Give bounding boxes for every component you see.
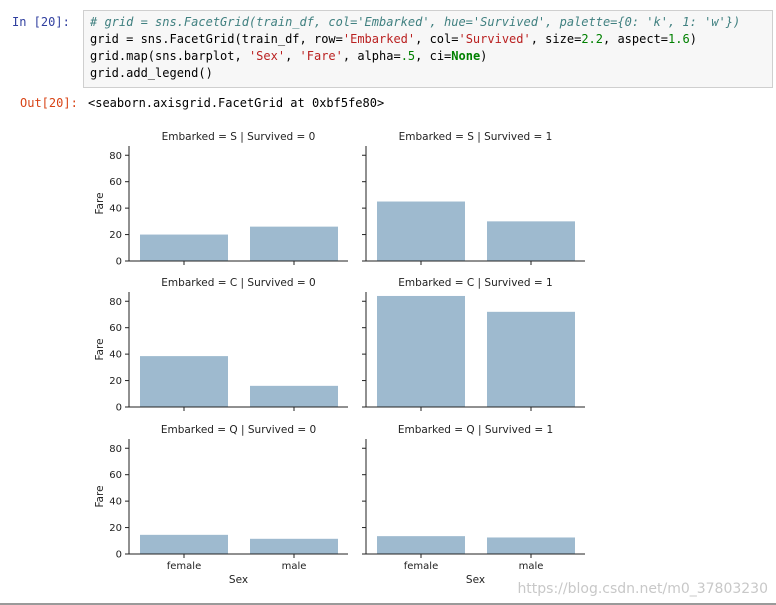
y-tick-label: 60 xyxy=(109,177,122,188)
bar-male xyxy=(250,385,338,407)
panel-title: Embarked = S | Survived = 0 xyxy=(162,131,316,143)
code-line-1: # grid = sns.FacetGrid(train_df, col='Em… xyxy=(90,15,741,29)
y-tick-label: 40 xyxy=(109,350,122,361)
input-prompt: In [20]: xyxy=(12,15,70,29)
bar-male xyxy=(487,311,575,407)
y-tick-label: 80 xyxy=(109,297,122,308)
y-tick-label: 40 xyxy=(109,497,122,508)
output-prompt: Out[20]: xyxy=(20,96,78,110)
y-tick-label: 0 xyxy=(116,257,122,268)
bar-male xyxy=(487,537,575,554)
bar-female xyxy=(140,234,228,261)
watermark: https://blog.csdn.net/m0_37803230 xyxy=(517,581,768,597)
y-axis-label: Fare xyxy=(94,485,106,507)
input-cell: In [20]: # grid = sns.FacetGrid(train_df… xyxy=(0,0,776,92)
x-tick-label: male xyxy=(282,561,307,572)
y-tick-label: 60 xyxy=(109,470,122,481)
bar-male xyxy=(487,221,575,261)
bar-male xyxy=(250,226,338,261)
y-tick-label: 80 xyxy=(109,444,122,455)
bar-female xyxy=(377,536,465,554)
bar-female xyxy=(377,295,465,407)
bar-male xyxy=(250,538,338,554)
code-line-2: grid = sns.FacetGrid(train_df, row='Emba… xyxy=(90,32,697,46)
bar-female xyxy=(377,201,465,261)
code-editor[interactable]: # grid = sns.FacetGrid(train_df, col='Em… xyxy=(83,10,773,88)
panel-title: Embarked = Q | Survived = 1 xyxy=(398,424,553,436)
panel-title: Embarked = S | Survived = 1 xyxy=(399,131,553,143)
code-line-3: grid.map(sns.barplot, 'Sex', 'Fare', alp… xyxy=(90,49,488,63)
x-tick-label: female xyxy=(167,561,201,572)
panel-title: Embarked = C | Survived = 0 xyxy=(161,277,315,289)
x-axis-label: Sex xyxy=(229,574,248,586)
y-tick-label: 80 xyxy=(109,151,122,162)
y-tick-label: 20 xyxy=(109,523,122,534)
x-tick-label: male xyxy=(519,561,544,572)
output-text: <seaborn.axisgrid.FacetGrid at 0xbf5fe80… xyxy=(88,96,385,110)
y-axis-label: Fare xyxy=(94,338,106,360)
x-axis-label: Sex xyxy=(466,574,485,586)
y-tick-label: 0 xyxy=(116,550,122,561)
code-line-4: grid.add_legend() xyxy=(90,66,213,80)
panel-title: Embarked = Q | Survived = 0 xyxy=(161,424,316,436)
bottom-border xyxy=(0,603,776,605)
panel-title: Embarked = C | Survived = 1 xyxy=(398,277,552,289)
bar-female xyxy=(140,356,228,407)
bar-female xyxy=(140,534,228,554)
y-tick-label: 60 xyxy=(109,323,122,334)
y-tick-label: 20 xyxy=(109,376,122,387)
x-tick-label: female xyxy=(404,561,438,572)
y-tick-label: 0 xyxy=(116,403,122,414)
y-axis-label: Fare xyxy=(94,192,106,214)
y-tick-label: 40 xyxy=(109,204,122,215)
y-tick-label: 20 xyxy=(109,230,122,241)
